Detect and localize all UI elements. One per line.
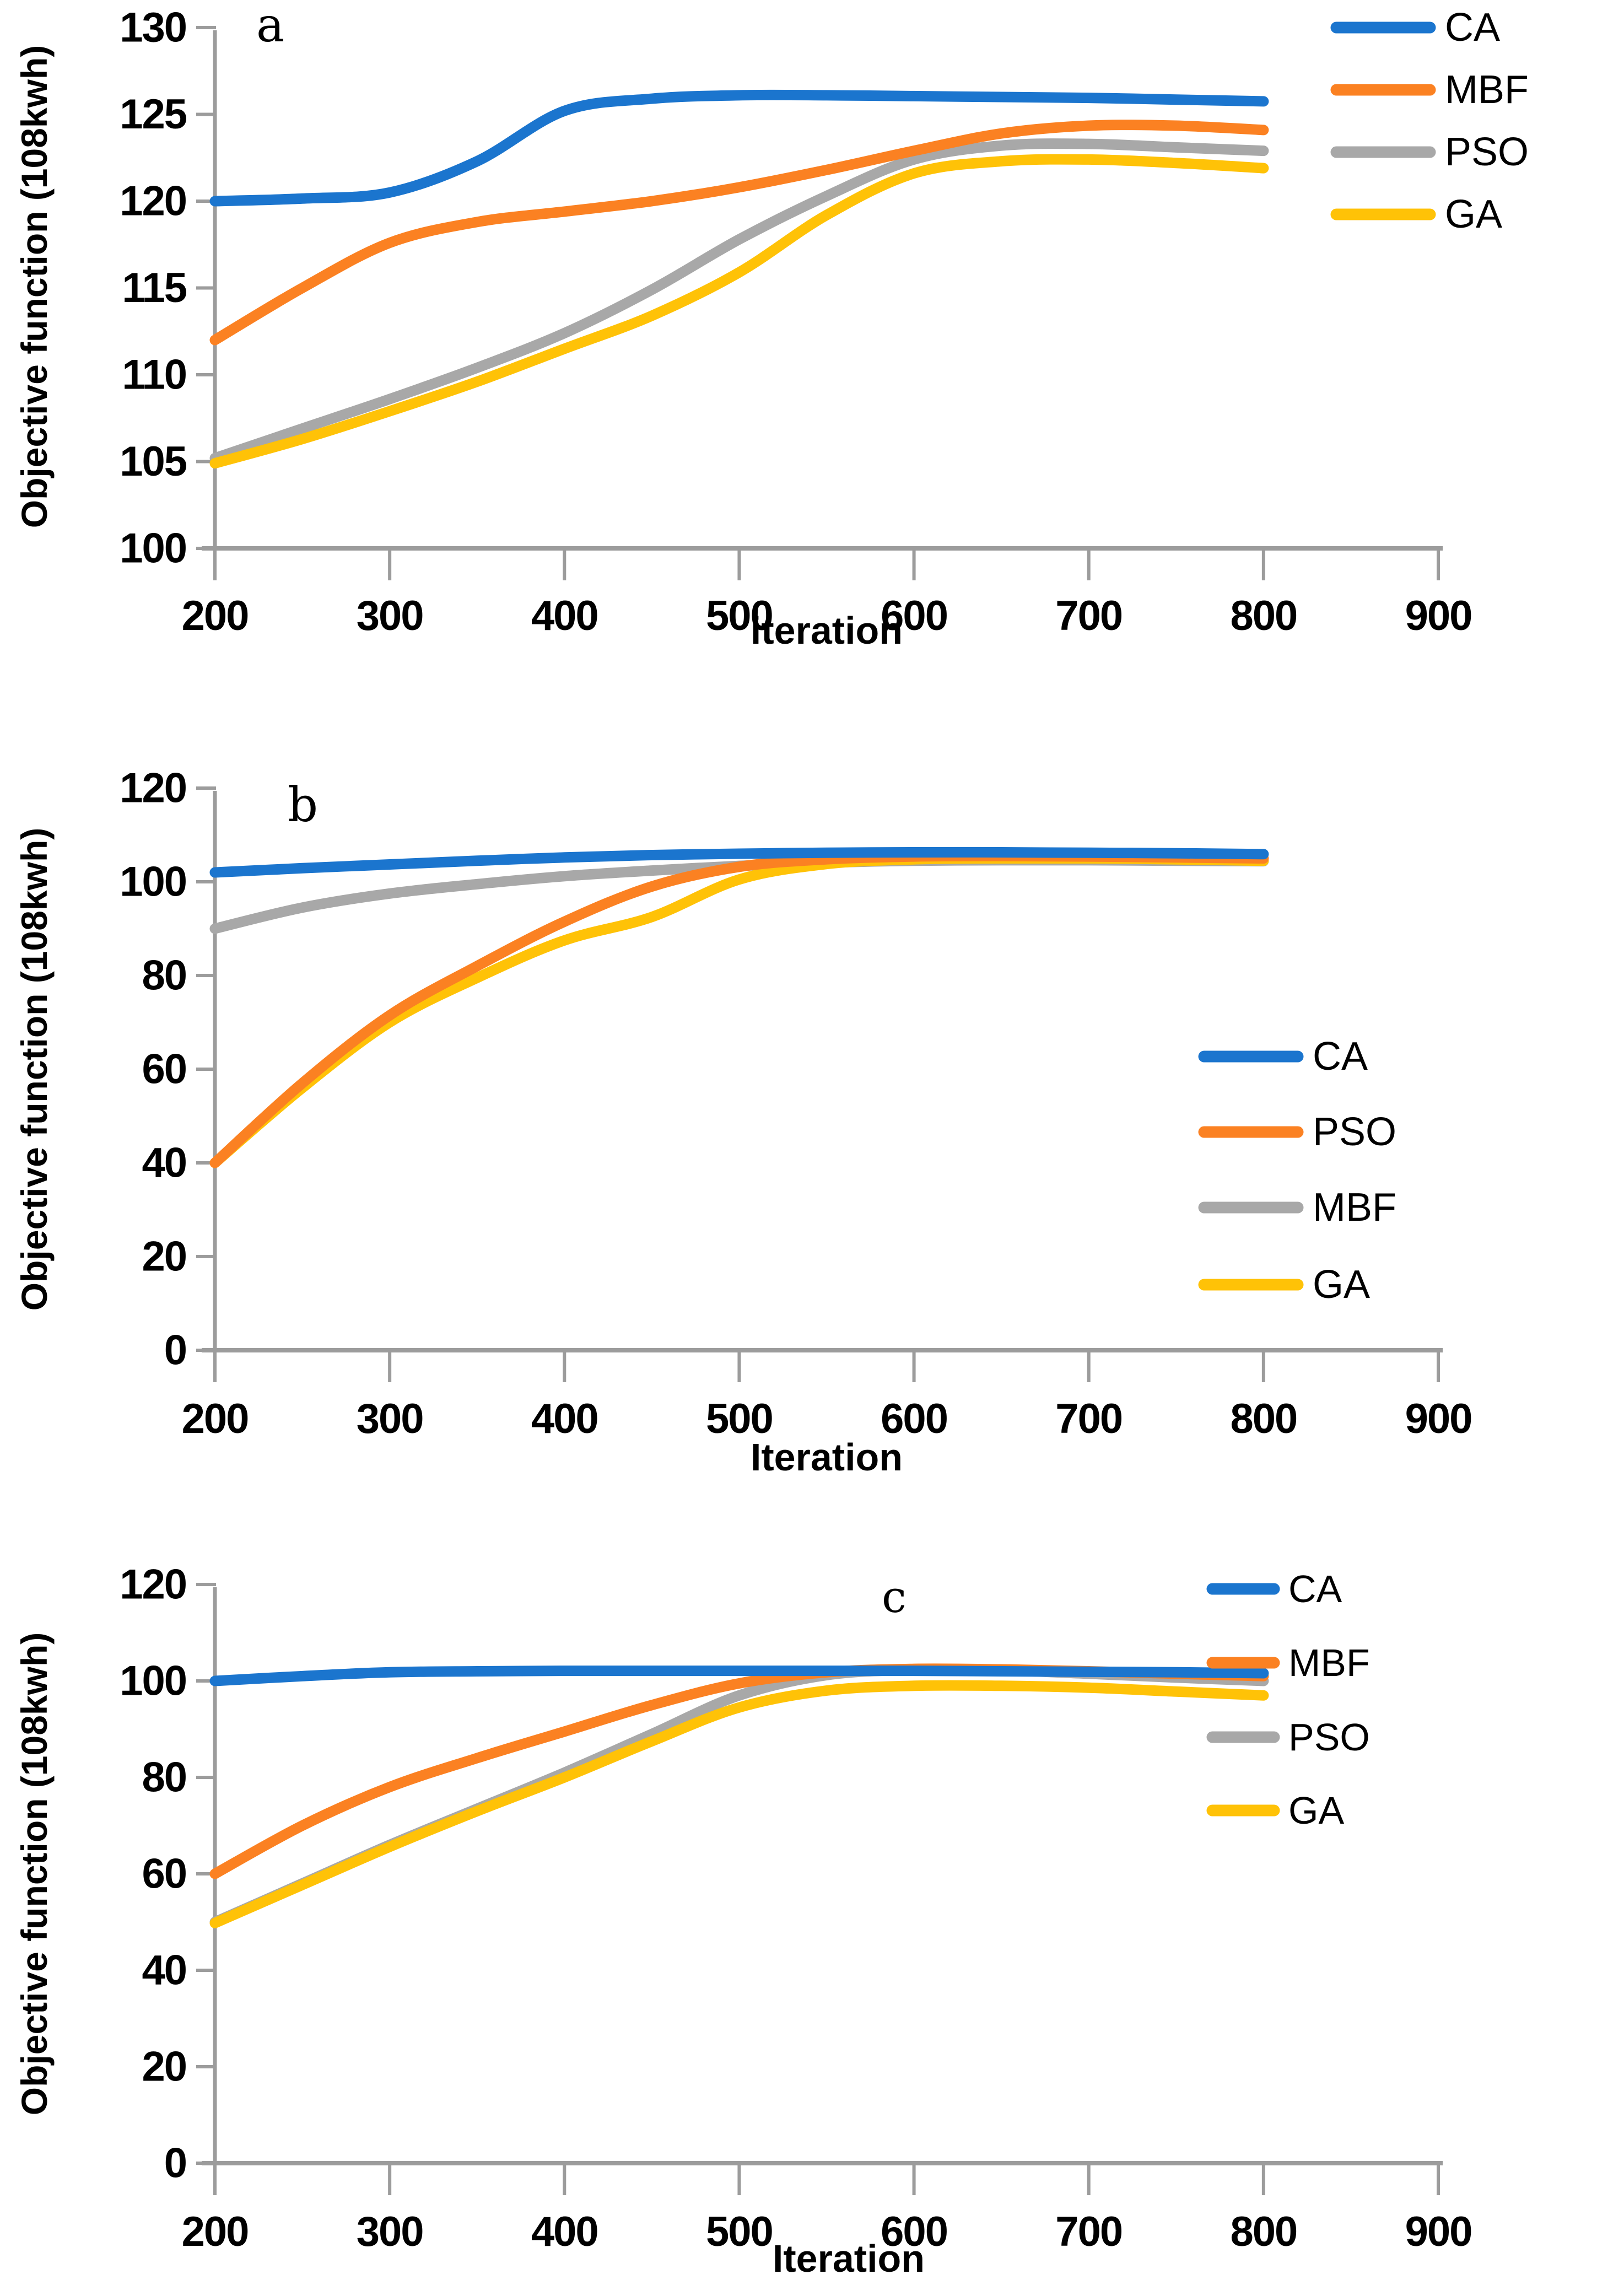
y-tick-label: 120: [120, 765, 186, 812]
y-tick-label: 80: [142, 1754, 186, 1801]
legend-item-CA: CA: [1330, 6, 1500, 50]
y-tick-label: 130: [120, 4, 186, 51]
legend-item-GA: GA: [1198, 1263, 1370, 1307]
legend-label-PSO: PSO: [1313, 1110, 1396, 1154]
legend-label-GA: GA: [1288, 1789, 1344, 1832]
x-tick-label: 500: [706, 1395, 773, 1442]
legend-label-PSO: PSO: [1288, 1716, 1370, 1759]
chart-panel-a: 100 105 110 115 120 125 130 200 300 400 500 600 700 8…: [14, 0, 1529, 652]
x-tick-label: 900: [1405, 592, 1472, 639]
legend-item-CA: CA: [1198, 1034, 1368, 1079]
panel-letter-c: c: [882, 1571, 907, 1623]
y-axis-title: Objective function (108kwh): [14, 45, 55, 529]
y-tick-label: 80: [142, 952, 186, 999]
x-tick-label: 800: [1230, 2208, 1297, 2255]
legend: CA PSO MBF GA: [1198, 1034, 1396, 1307]
legend-item-PSO: PSO: [1198, 1110, 1396, 1154]
y-tick-label: 20: [142, 2044, 186, 2090]
legend-item-GA: GA: [1330, 192, 1502, 236]
series-line-CA: [209, 1666, 1269, 1686]
x-tick-label: 400: [531, 1395, 598, 1442]
x-tick-label: 200: [182, 2208, 249, 2255]
x-tick-label: 600: [881, 1395, 947, 1442]
legend-item-CA: CA: [1206, 1567, 1342, 1610]
y-tick-label: 100: [120, 525, 186, 572]
x-axis-title: Iteration: [751, 1436, 903, 1479]
x-tick-label: 700: [1055, 2208, 1122, 2255]
x-tick-label: 500: [706, 592, 773, 639]
x-tick-label: 900: [1405, 1395, 1472, 1442]
y-axis-title: Objective function (108kwh): [14, 1632, 55, 2116]
series-line-CA: [209, 847, 1269, 878]
y-tick-label: 0: [164, 2140, 186, 2187]
y-tick-label: 20: [142, 1233, 186, 1280]
panel-letter-a: a: [256, 0, 284, 53]
legend-label-MBF: MBF: [1445, 68, 1529, 112]
x-tick-label: 300: [357, 1395, 423, 1442]
y-tick-label: 110: [122, 352, 186, 398]
chart-panel-b: 0 20 40 60 80 100 120 200 300 400 500 600 700 800 900 O…: [14, 765, 1472, 1479]
legend: CA MBF PSO GA: [1330, 6, 1529, 236]
x-tick-label: 700: [1055, 592, 1122, 639]
x-axis-title: Iteration: [773, 2237, 925, 2280]
x-tick-label: 400: [531, 592, 598, 639]
legend-label-MBF: MBF: [1288, 1641, 1370, 1684]
chart-panel-c: 0 20 40 60 80 100 120 200 300 400 500 600 700 800 900 O…: [14, 1561, 1472, 2281]
legend-label-GA: GA: [1445, 192, 1502, 236]
series-line-GA: [209, 154, 1269, 469]
legend-label-MBF: MBF: [1313, 1185, 1396, 1230]
x-tick-label: 400: [531, 2208, 598, 2255]
panel-letter-b: b: [288, 778, 318, 833]
legend-item-PSO: PSO: [1330, 130, 1529, 174]
series-line-MBF: [209, 120, 1269, 346]
x-tick-label: 600: [881, 592, 947, 639]
x-axis-title: iteration: [751, 609, 903, 652]
x-tick-label: 700: [1055, 1395, 1122, 1442]
series-line-PSO: [209, 138, 1269, 463]
legend: CA MBF PSO GA: [1206, 1567, 1370, 1832]
series-line-PSO: [209, 850, 1269, 1168]
legend-label-GA: GA: [1313, 1263, 1370, 1307]
y-tick-label: 60: [142, 1046, 186, 1093]
y-tick-label: 120: [120, 1561, 186, 1608]
x-tick-label: 200: [182, 1395, 249, 1442]
series-line-GA: [209, 1680, 1269, 1928]
legend-label-CA: CA: [1288, 1567, 1342, 1610]
y-tick-label: 105: [120, 438, 187, 485]
y-tick-label: 120: [120, 178, 186, 225]
x-tick-label: 300: [357, 2208, 423, 2255]
x-tick-label: 800: [1230, 592, 1297, 639]
y-tick-label: 115: [122, 265, 186, 311]
y-axis-title: Objective function (108kwh): [14, 828, 55, 1311]
legend-item-GA: GA: [1206, 1789, 1344, 1832]
legend-item-MBF: MBF: [1206, 1641, 1370, 1684]
legend-label-CA: CA: [1445, 6, 1500, 50]
legend-item-PSO: PSO: [1206, 1716, 1370, 1759]
x-tick-label: 200: [182, 592, 249, 639]
y-tick-label: 0: [164, 1327, 186, 1374]
legend-label-PSO: PSO: [1445, 130, 1529, 174]
legend-item-MBF: MBF: [1330, 68, 1529, 112]
legend-label-CA: CA: [1313, 1034, 1368, 1079]
y-tick-label: 100: [120, 1658, 186, 1705]
legend-item-MBF: MBF: [1198, 1185, 1396, 1230]
y-tick-label: 100: [120, 859, 186, 906]
x-tick-label: 900: [1405, 2208, 1472, 2255]
x-tick-label: 600: [881, 2208, 947, 2255]
series-line-GA: [209, 853, 1269, 1168]
x-tick-label: 300: [357, 592, 423, 639]
series-line-CA: [209, 89, 1269, 207]
y-tick-label: 40: [142, 1140, 186, 1187]
x-tick-label: 800: [1230, 1395, 1297, 1442]
y-tick-label: 40: [142, 1947, 186, 1994]
y-tick-label: 125: [120, 91, 187, 138]
y-tick-label: 60: [142, 1851, 186, 1898]
x-tick-label: 500: [706, 2208, 773, 2255]
